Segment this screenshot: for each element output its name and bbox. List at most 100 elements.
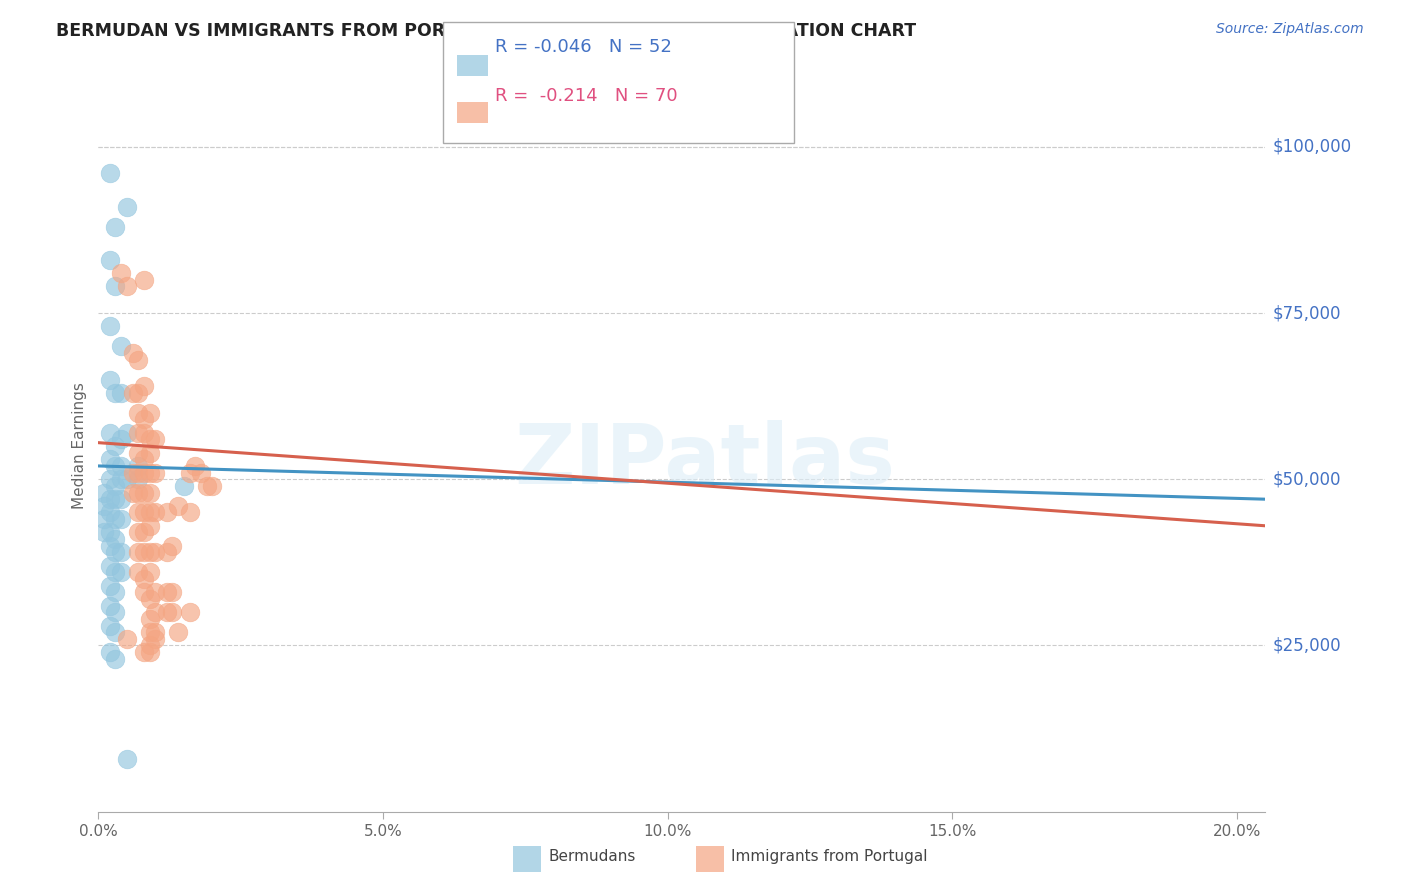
Point (110, 266, 132, 280)
Point (121, 485, 143, 500)
Text: R = -0.046   N = 52: R = -0.046 N = 52 (495, 38, 672, 56)
Point (132, 412, 155, 426)
Point (104, 512, 127, 526)
Point (121, 346, 143, 360)
Point (143, 506, 166, 520)
Point (201, 479, 224, 493)
Point (127, 485, 149, 500)
Point (132, 452, 155, 467)
Point (110, 566, 132, 580)
Point (115, 751, 138, 765)
Point (132, 273, 155, 287)
Point (132, 485, 155, 500)
Point (98, 472, 121, 486)
Point (195, 479, 218, 493)
Text: BERMUDAN VS IMMIGRANTS FROM PORTUGAL MEDIAN EARNINGS CORRELATION CHART: BERMUDAN VS IMMIGRANTS FROM PORTUGAL MED… (56, 22, 917, 40)
Point (110, 512, 132, 526)
Point (138, 506, 160, 520)
Point (127, 352, 149, 367)
Point (173, 479, 195, 493)
Point (138, 639, 160, 653)
Point (115, 472, 138, 486)
Point (104, 545, 127, 559)
Point (143, 433, 166, 447)
Point (143, 466, 166, 480)
Point (98, 166, 121, 180)
Point (104, 625, 127, 640)
Text: $100,000: $100,000 (1272, 137, 1351, 156)
Point (104, 532, 127, 546)
Point (110, 458, 132, 473)
Point (132, 466, 155, 480)
Point (138, 645, 160, 659)
Point (162, 585, 184, 599)
Point (127, 425, 149, 440)
Point (98, 452, 121, 467)
Point (132, 506, 155, 520)
Point (121, 385, 143, 400)
Point (156, 506, 179, 520)
Point (127, 506, 149, 520)
Text: Bermudans: Bermudans (548, 849, 636, 863)
Point (138, 612, 160, 626)
Point (115, 279, 138, 293)
Point (104, 279, 127, 293)
Point (110, 545, 132, 559)
Point (98, 372, 121, 386)
Point (167, 499, 190, 513)
Point (132, 645, 155, 659)
Point (132, 585, 155, 599)
Point (127, 406, 149, 420)
Point (115, 425, 138, 440)
Point (138, 433, 160, 447)
Text: $50,000: $50,000 (1272, 470, 1341, 488)
Point (98, 558, 121, 573)
Point (98, 252, 121, 267)
Point (132, 572, 155, 586)
Text: R =  -0.214   N = 70: R = -0.214 N = 70 (495, 87, 678, 105)
Point (104, 585, 127, 599)
Point (98, 645, 121, 659)
Point (143, 545, 166, 559)
Point (104, 605, 127, 619)
Point (98, 506, 121, 520)
Point (143, 605, 166, 619)
Point (138, 466, 160, 480)
Point (104, 566, 127, 580)
Point (132, 379, 155, 393)
Point (110, 492, 132, 507)
Point (127, 566, 149, 580)
Point (98, 525, 121, 540)
Point (162, 605, 184, 619)
Point (156, 605, 179, 619)
Point (127, 445, 149, 459)
Point (104, 479, 127, 493)
Point (127, 466, 149, 480)
Point (110, 385, 132, 400)
Point (138, 591, 160, 606)
Point (127, 385, 149, 400)
Point (132, 525, 155, 540)
Point (167, 625, 190, 640)
Point (138, 406, 160, 420)
Point (110, 472, 132, 486)
Point (121, 466, 143, 480)
Point (115, 200, 138, 214)
Point (93, 499, 115, 513)
Point (93, 485, 115, 500)
Point (93, 512, 115, 526)
Point (127, 545, 149, 559)
Point (98, 618, 121, 632)
Text: $25,000: $25,000 (1272, 637, 1341, 655)
Point (98, 599, 121, 613)
Point (184, 458, 207, 473)
Point (132, 425, 155, 440)
Point (104, 492, 127, 507)
Point (138, 545, 160, 559)
Point (162, 539, 184, 553)
Point (138, 518, 160, 533)
Point (104, 219, 127, 234)
Point (93, 525, 115, 540)
Point (190, 466, 212, 480)
Point (104, 439, 127, 453)
